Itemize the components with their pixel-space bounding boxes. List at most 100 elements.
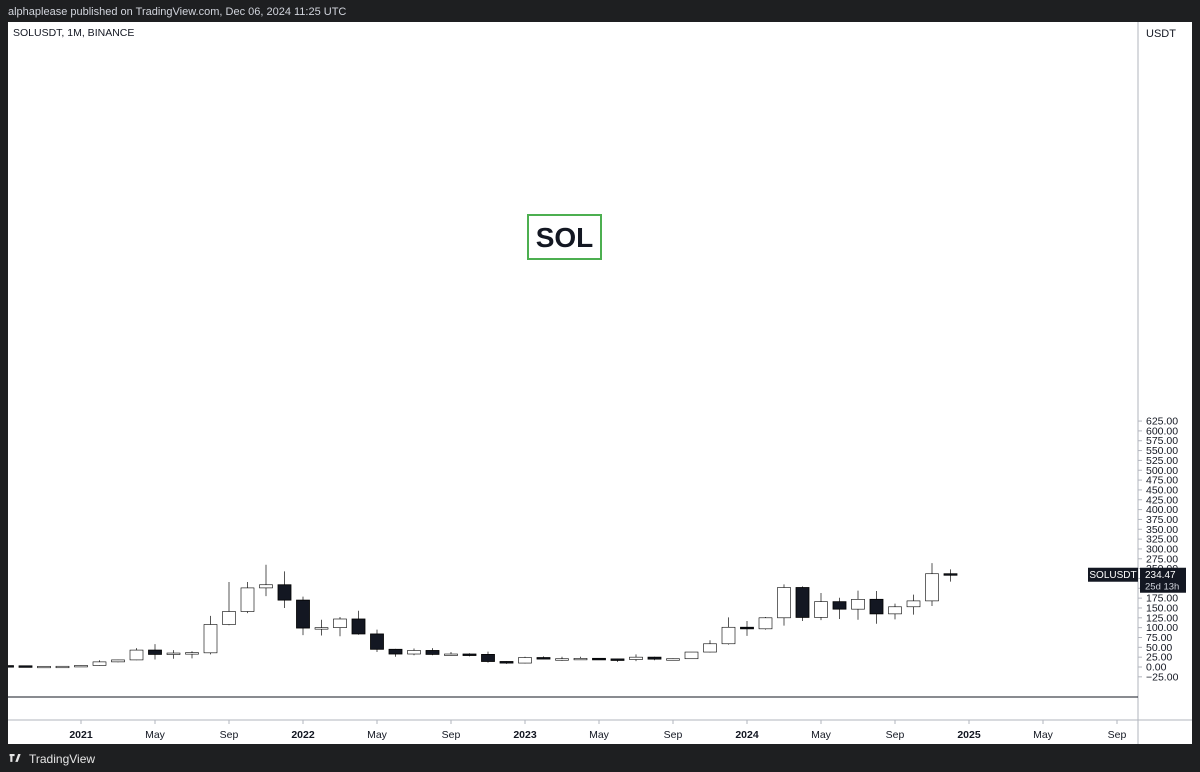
time-tick-label: May bbox=[811, 729, 832, 741]
candlestick-chart[interactable]: −25.000.0025.0050.0075.00100.00125.00150… bbox=[0, 22, 1192, 744]
candle-body-down bbox=[536, 657, 551, 660]
candle bbox=[370, 629, 384, 653]
candle bbox=[92, 660, 107, 666]
candle bbox=[74, 665, 88, 668]
candle bbox=[185, 651, 199, 659]
candle bbox=[259, 564, 273, 597]
currency-label[interactable]: USDT bbox=[1146, 28, 1176, 40]
candle bbox=[351, 610, 366, 635]
candle bbox=[296, 596, 310, 636]
candle-body-down bbox=[647, 656, 662, 660]
candle-body-up bbox=[684, 651, 699, 660]
candle bbox=[462, 653, 477, 657]
candle-body-down bbox=[296, 599, 310, 629]
tradingview-logo-icon bbox=[9, 754, 21, 762]
footer-brand-text: TradingView bbox=[29, 752, 96, 766]
candle-body-down bbox=[370, 633, 384, 650]
candle-body-down bbox=[481, 654, 495, 662]
candle-body-up bbox=[906, 600, 921, 608]
time-tick-label: Sep bbox=[664, 729, 683, 741]
price-tick-label: 525.00 bbox=[1146, 455, 1178, 467]
candle-body-down bbox=[869, 598, 884, 615]
candle-body-up bbox=[629, 656, 643, 660]
price-tick-label: 0.00 bbox=[1146, 662, 1167, 674]
price-tick-label: 100.00 bbox=[1146, 622, 1178, 634]
candle-body-down bbox=[462, 653, 477, 656]
time-tick-label: May bbox=[145, 729, 166, 741]
candle-body-up bbox=[111, 659, 125, 663]
candle bbox=[684, 651, 699, 660]
time-scale[interactable]: 2021 May Sep 2022 May Sep 2023 May Sep 2024 May Sep… bbox=[69, 720, 1126, 741]
published-line: alphaplease published on TradingView.com… bbox=[8, 6, 347, 18]
price-tick-label: 75.00 bbox=[1146, 632, 1172, 644]
candle-body-up bbox=[185, 652, 199, 655]
price-tick-label: 600.00 bbox=[1146, 425, 1178, 437]
candle-body-up bbox=[758, 617, 773, 630]
candle bbox=[851, 590, 865, 620]
candle bbox=[647, 656, 662, 661]
time-tick-label: 2021 bbox=[69, 729, 93, 741]
time-tick-label: Sep bbox=[886, 729, 905, 741]
candle bbox=[758, 617, 773, 630]
candle bbox=[536, 656, 551, 660]
candle-body-down bbox=[795, 587, 810, 618]
annotation-box bbox=[527, 214, 602, 260]
last-price-tag[interactable]: SOLUSDT 234.47 25d 13h bbox=[1088, 567, 1186, 593]
sol-annotation[interactable]: SOL bbox=[527, 214, 602, 260]
symbol-legend: SOLUSDT, 1M, BINANCE bbox=[13, 27, 134, 39]
candle bbox=[499, 661, 514, 664]
candle-body-up bbox=[333, 618, 347, 628]
candle bbox=[888, 603, 902, 620]
candle-body-up bbox=[203, 624, 218, 654]
price-tick-label: 325.00 bbox=[1146, 534, 1178, 546]
candle bbox=[203, 615, 218, 655]
candle bbox=[481, 651, 495, 663]
candle-body-up bbox=[240, 587, 255, 612]
candle bbox=[407, 648, 421, 656]
candle-body-up bbox=[573, 658, 588, 661]
time-tick-label: Sep bbox=[442, 729, 461, 741]
price-scale[interactable]: −25.000.0025.0050.0075.00100.00125.00150… bbox=[1138, 416, 1179, 684]
price-tick-label: −25.00 bbox=[1146, 671, 1179, 683]
candle-body-up bbox=[518, 657, 532, 664]
candle bbox=[592, 657, 606, 661]
candle-body-up bbox=[407, 650, 421, 655]
candle bbox=[777, 584, 791, 626]
candle-body-down bbox=[740, 626, 754, 630]
candle-body-down bbox=[425, 650, 440, 655]
plot-area bbox=[0, 563, 958, 669]
candle-body-down bbox=[832, 601, 847, 610]
candle-body-up bbox=[888, 606, 902, 615]
candle bbox=[629, 654, 643, 662]
candle-body-down bbox=[610, 658, 625, 661]
candle-body-down bbox=[148, 649, 162, 655]
candle bbox=[222, 582, 236, 626]
candle bbox=[111, 659, 125, 663]
candle-body-up bbox=[814, 601, 828, 618]
candle bbox=[444, 652, 458, 656]
time-tick-label: May bbox=[1033, 729, 1054, 741]
candle-body-down bbox=[277, 584, 292, 601]
candle-body-up bbox=[92, 661, 107, 666]
time-tick-label: Sep bbox=[1108, 729, 1127, 741]
price-tag-countdown: 25d 13h bbox=[1145, 582, 1179, 593]
price-tick-label: 175.00 bbox=[1146, 593, 1178, 605]
candle-body-up bbox=[166, 652, 181, 655]
candle-body-up bbox=[55, 665, 70, 669]
candle-body-down bbox=[18, 665, 33, 668]
candle-body-down bbox=[592, 657, 606, 661]
price-tick-label: 425.00 bbox=[1146, 494, 1178, 506]
candle-body-down bbox=[499, 661, 514, 664]
candle-body-down bbox=[388, 648, 403, 655]
footer-brand: TradingView bbox=[8, 750, 95, 768]
candle bbox=[18, 665, 33, 668]
candle bbox=[148, 644, 162, 660]
candle bbox=[240, 582, 255, 614]
price-tick-label: 400.00 bbox=[1146, 504, 1178, 516]
price-tick-label: 450.00 bbox=[1146, 484, 1178, 496]
time-tick-label: 2023 bbox=[513, 729, 537, 741]
candle-body-up bbox=[444, 653, 458, 656]
candle-body-up bbox=[703, 643, 717, 653]
candle bbox=[388, 648, 403, 657]
